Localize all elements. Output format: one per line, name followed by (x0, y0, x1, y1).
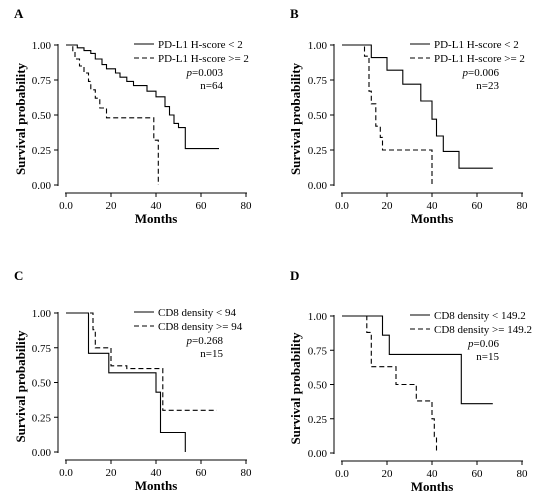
y-tick-label: 0.75 (32, 75, 52, 87)
x-tick-label: 80 (517, 468, 529, 480)
y-tick-label: 0.00 (308, 180, 328, 192)
p-value: p=0.003 (186, 67, 224, 79)
legend-label: CD8 density >= 94 (158, 321, 243, 333)
legend-label: CD8 density < 94 (158, 307, 237, 319)
y-tick-label: 0.25 (308, 414, 328, 426)
y-axis-title: Survival probability (13, 330, 28, 443)
x-tick-label: 60 (472, 200, 484, 212)
legend-label: PD-L1 H-score < 2 (158, 39, 243, 51)
y-tick-label: 0.50 (32, 110, 52, 122)
x-tick-label: 40 (151, 200, 163, 212)
sample-size: n=23 (476, 80, 499, 92)
panel-letter: A (14, 6, 24, 21)
y-axis-title: Survival probability (288, 332, 303, 445)
x-tick-label: 80 (517, 200, 529, 212)
x-tick-label: 80 (241, 200, 253, 212)
x-tick-label: 40 (427, 468, 439, 480)
x-axis-title: Months (411, 211, 454, 226)
panel-d: D 0.00 0.25 0.50 0.75 1.00 0.0 20 40 60 80 Months Su… (288, 268, 532, 494)
y-axis-title: Survival probability (288, 62, 303, 175)
y-tick-label: 0.50 (308, 380, 328, 392)
y-tick-label: 0.25 (32, 145, 52, 157)
y-tick-label: 1.00 (308, 40, 328, 52)
series-line-solid (342, 315, 493, 405)
p-symbol: p (186, 335, 193, 347)
p-value-number: =0.06 (474, 338, 500, 350)
x-axis-title: Months (411, 479, 454, 494)
x-tick-label: 0.0 (335, 200, 349, 212)
y-tick-label: 0.00 (308, 448, 328, 460)
x-tick-label: 0.0 (59, 467, 73, 479)
x-tick-label: 40 (427, 200, 439, 212)
y-tick-label: 0.25 (308, 145, 328, 157)
y-tick-label: 1.00 (32, 40, 52, 52)
x-tick-label: 60 (196, 467, 208, 479)
x-tick-label: 20 (106, 200, 118, 212)
y-tick-label: 1.00 (32, 308, 52, 320)
panel-c: C 0.00 0.25 0.50 0.75 1.00 0.0 20 40 60 80 Months Su… (13, 268, 252, 493)
x-tick-label: 20 (382, 200, 394, 212)
series-line-dashed (342, 44, 433, 185)
series-line-solid (66, 312, 186, 452)
p-value-number: =0.268 (192, 335, 223, 347)
p-symbol: p (467, 338, 474, 350)
legend-label: CD8 density >= 149.2 (434, 324, 532, 336)
legend-label: CD8 density < 149.2 (434, 310, 526, 322)
x-tick-label: 40 (151, 467, 163, 479)
sample-size: n=15 (200, 348, 223, 360)
legend-label: PD-L1 H-score < 2 (434, 39, 519, 51)
sample-size: n=64 (200, 80, 223, 92)
y-tick-label: 1.00 (308, 311, 328, 323)
series-line-dashed (66, 312, 217, 411)
y-tick-label: 0.00 (32, 180, 52, 192)
p-value-number: =0.006 (468, 67, 499, 79)
x-tick-label: 60 (472, 468, 484, 480)
x-tick-label: 80 (241, 467, 253, 479)
panel-letter: C (14, 268, 23, 283)
y-tick-label: 0.75 (308, 345, 328, 357)
y-tick-label: 0.75 (32, 343, 52, 355)
y-tick-label: 0.00 (32, 447, 52, 459)
p-value: p=0.06 (467, 338, 499, 350)
series-line-solid (342, 44, 493, 169)
series-line-dashed (66, 44, 159, 185)
x-tick-label: 60 (196, 200, 208, 212)
panel-a: A 0.00 0.25 0.50 0.75 1.00 0.0 20 40 60 80 Months Su… (13, 6, 252, 226)
p-value: p=0.268 (186, 335, 224, 347)
panel-letter: D (290, 268, 299, 283)
p-value-number: =0.003 (192, 67, 223, 79)
x-tick-label: 0.0 (335, 468, 349, 480)
y-tick-label: 0.50 (308, 110, 328, 122)
p-value: p=0.006 (462, 67, 500, 79)
p-symbol: p (462, 67, 469, 79)
series-line-solid (66, 44, 219, 150)
y-tick-label: 0.25 (32, 412, 52, 424)
legend-label: PD-L1 H-score >= 2 (434, 53, 525, 65)
x-tick-label: 20 (382, 468, 394, 480)
x-axis-title: Months (135, 211, 178, 226)
x-axis-title: Months (135, 478, 178, 493)
legend-label: PD-L1 H-score >= 2 (158, 53, 249, 65)
y-axis-title: Survival probability (13, 62, 28, 175)
y-tick-label: 0.50 (32, 378, 52, 390)
x-tick-label: 0.0 (59, 200, 73, 212)
panel-b: B 0.00 0.25 0.50 0.75 1.00 0.0 20 40 60 80 Months Su… (288, 6, 528, 226)
p-symbol: p (186, 67, 193, 79)
y-tick-label: 0.75 (308, 75, 328, 87)
sample-size: n=15 (476, 351, 499, 363)
series-line-dashed (342, 315, 438, 453)
panel-letter: B (290, 6, 299, 21)
x-tick-label: 20 (106, 467, 118, 479)
